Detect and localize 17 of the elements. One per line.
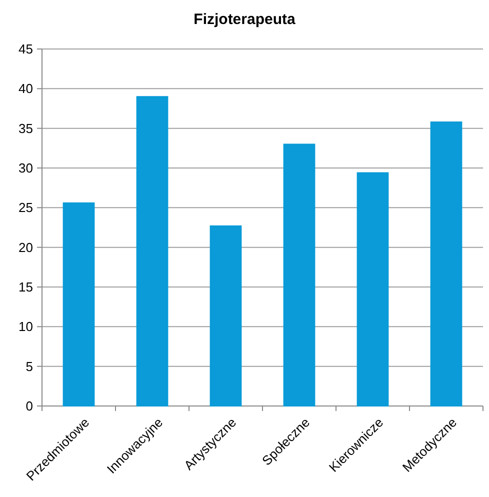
- bar: [430, 121, 462, 406]
- bar: [210, 225, 242, 406]
- chart-title: Fizjoterapeuta: [194, 11, 296, 28]
- y-tick-label: 30: [18, 160, 33, 176]
- bar: [62, 202, 95, 406]
- y-tick-label: 25: [18, 200, 33, 216]
- y-tick-label: 0: [26, 398, 33, 414]
- bar: [283, 144, 316, 406]
- y-tick-label: 20: [18, 240, 33, 255]
- y-tick-label: 5: [26, 358, 33, 374]
- y-tick-label: 15: [18, 280, 33, 295]
- bar: [136, 96, 168, 406]
- bar: [356, 172, 389, 406]
- y-tick-label: 35: [18, 120, 33, 136]
- y-tick-label: 40: [18, 81, 33, 96]
- y-tick-label: 45: [18, 42, 33, 57]
- y-tick-label: 10: [18, 319, 33, 334]
